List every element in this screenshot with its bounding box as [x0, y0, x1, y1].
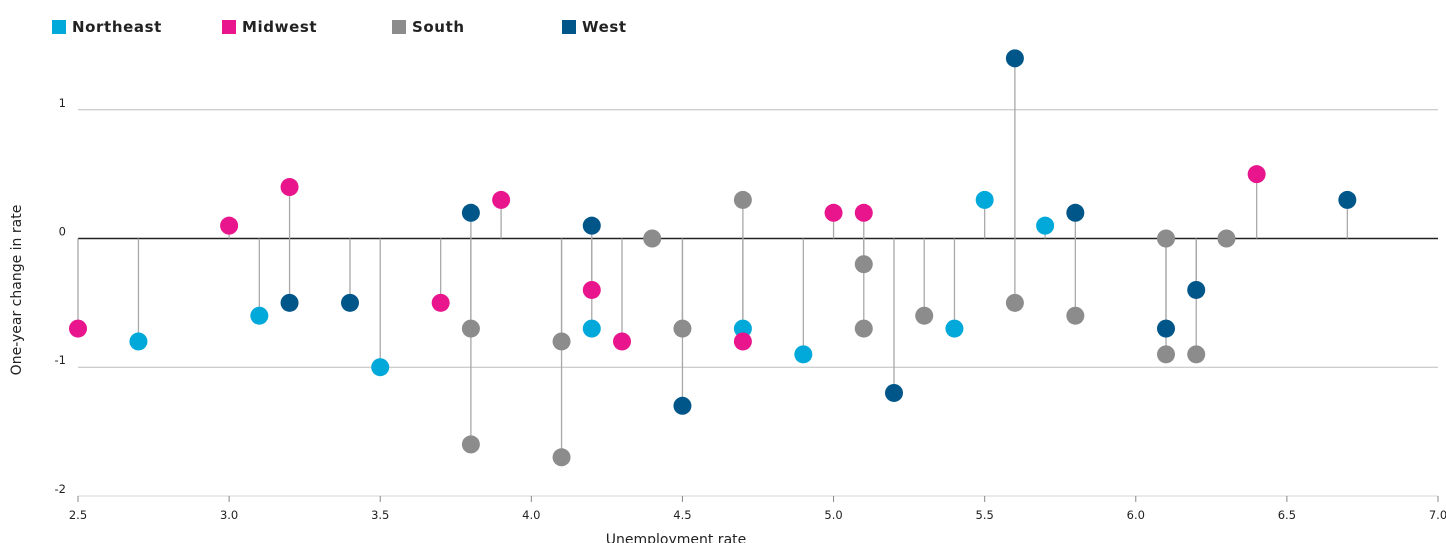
x-tick-label: 4.0 [522, 508, 540, 522]
legend-item-midwest: Midwest [222, 18, 317, 36]
point-south [854, 255, 873, 274]
point-south [673, 319, 692, 338]
legend-label-west: West [582, 18, 627, 36]
point-midwest [220, 216, 239, 235]
point-south [733, 190, 752, 209]
point-west [1066, 203, 1085, 222]
point-midwest [613, 332, 631, 351]
point-midwest [69, 319, 87, 338]
point-west [1338, 190, 1357, 209]
point-northeast [975, 190, 994, 209]
y-axis-title: One-year change in rate [9, 205, 25, 376]
tick-label-layer: 2.5 3.0 3.5 4.0 4.5 5.0 5.5 6.0 6.5 7.0 1 0 -1 -2 [55, 96, 1446, 522]
point-south [1187, 345, 1206, 364]
point-midwest [1247, 165, 1266, 184]
point-south [854, 319, 873, 338]
point-west [885, 383, 903, 402]
legend-label-midwest: Midwest [242, 18, 318, 36]
point-midwest [431, 293, 450, 312]
point-south [461, 319, 480, 338]
point-northeast [250, 306, 269, 325]
point-northeast [129, 332, 148, 351]
point-west [280, 293, 299, 312]
point-west [673, 396, 692, 415]
point-midwest [854, 203, 873, 222]
point-northeast [945, 319, 964, 338]
y-tick-label: 0 [59, 225, 66, 239]
point-midwest [280, 178, 299, 197]
x-tick-label: 3.5 [371, 508, 389, 522]
point-west [341, 293, 359, 312]
point-northeast [582, 319, 601, 338]
x-tick-label: 2.5 [69, 508, 87, 522]
point-south [1217, 229, 1236, 248]
x-tick-label: 6.0 [1127, 508, 1145, 522]
y-tick-label: 1 [59, 96, 66, 110]
stem-layer [77, 58, 1348, 458]
point-south [1157, 229, 1175, 248]
legend-label-northeast: Northeast [72, 18, 162, 36]
point-west [582, 216, 601, 235]
x-tick-label: 7.0 [1429, 508, 1446, 522]
point-layer [69, 49, 1357, 467]
x-axis-title: Unemployment rate [606, 532, 747, 543]
point-northeast [371, 358, 390, 377]
point-midwest [582, 280, 601, 299]
legend-item-west: West [562, 18, 627, 36]
point-south [461, 435, 480, 454]
legend-label-south: South [412, 18, 465, 36]
legend-swatch-west [562, 20, 576, 34]
legend-swatch-midwest [222, 20, 236, 34]
point-midwest [492, 190, 511, 209]
point-south [1005, 293, 1024, 312]
point-south [915, 306, 934, 325]
x-tick-label: 5.0 [824, 508, 842, 522]
legend-item-south: South [392, 18, 465, 36]
y-tick-label: -1 [55, 353, 66, 367]
legend-item-northeast: Northeast [52, 18, 162, 36]
point-south [643, 229, 662, 248]
legend-swatch-northeast [52, 20, 66, 34]
y-tick-label: -2 [55, 482, 66, 496]
point-west [1157, 319, 1175, 338]
x-tick-label: 5.5 [976, 508, 994, 522]
point-midwest [824, 203, 843, 222]
point-south [552, 448, 571, 467]
point-south [1066, 306, 1085, 325]
legend-swatch-south [392, 20, 406, 34]
point-south [552, 332, 571, 351]
x-tick-label: 4.5 [673, 508, 691, 522]
x-tick-label: 6.5 [1278, 508, 1296, 522]
point-west [461, 203, 480, 222]
point-west [1187, 280, 1206, 299]
x-tick-label: 3.0 [220, 508, 238, 522]
point-northeast [733, 319, 752, 338]
grid-layer [78, 109, 1438, 497]
point-northeast [794, 345, 813, 364]
point-northeast [1036, 216, 1055, 235]
point-south [1157, 345, 1175, 364]
point-midwest [733, 332, 752, 351]
point-west [1005, 49, 1024, 68]
